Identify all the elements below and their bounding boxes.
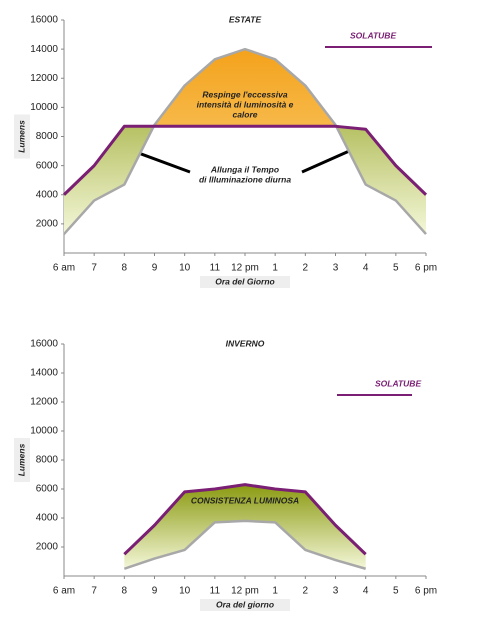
x-tick-label: 10 xyxy=(179,263,191,274)
y-tick-label: 4000 xyxy=(36,189,59,200)
y-tick-label: 8000 xyxy=(36,455,59,466)
y-tick-label: 16000 xyxy=(30,339,58,350)
y-tick-label: 4000 xyxy=(36,513,59,524)
x-tick-label: 3 xyxy=(333,586,339,597)
annotation: intensità di luminosità e xyxy=(197,99,294,109)
annotation: CONSISTENZA LUMINOSA xyxy=(191,495,299,505)
x-tick-label: 3 xyxy=(333,263,339,274)
series-line xyxy=(123,519,367,570)
x-tick-label: 2 xyxy=(303,586,309,597)
x-tick-label: 5 xyxy=(393,586,399,597)
y-tick-label: 6000 xyxy=(36,160,59,171)
y-label-box xyxy=(14,438,30,482)
x-label-box xyxy=(200,599,290,611)
x-axis-label: Ora del Giorno xyxy=(215,276,275,286)
annotation: Allunga il Tempo xyxy=(210,164,279,174)
annotation: di Illuminazione diurna xyxy=(199,174,291,184)
x-tick-label: 12 pm xyxy=(231,263,259,274)
y-tick-label: 6000 xyxy=(36,484,59,495)
y-label-box xyxy=(14,114,30,159)
chart-title: ESTATE xyxy=(229,14,262,24)
annotation: calore xyxy=(232,109,257,119)
y-tick-label: 12000 xyxy=(30,73,58,84)
y-axis-label: Lumens xyxy=(16,443,26,476)
y-tick-label: 2000 xyxy=(36,219,59,230)
x-tick-label: 6 pm xyxy=(415,263,437,274)
x-tick-label: 8 xyxy=(122,586,128,597)
y-tick-label: 12000 xyxy=(30,397,58,408)
x-tick-label: 9 xyxy=(152,263,158,274)
y-tick-label: 14000 xyxy=(30,44,58,55)
x-tick-label: 11 xyxy=(210,586,221,597)
gain-area xyxy=(124,484,366,569)
annotation: Respinge l'eccessiva xyxy=(202,89,287,99)
x-tick-label: 2 xyxy=(303,263,309,274)
legend-label: SOLATUBE xyxy=(350,30,396,40)
y-tick-label: 16000 xyxy=(30,15,58,26)
x-tick-label: 4 xyxy=(363,263,369,274)
y-tick-label: 14000 xyxy=(30,368,58,379)
series-line xyxy=(123,483,367,556)
x-tick-label: 1 xyxy=(272,586,278,597)
legend-label: SOLATUBE xyxy=(375,378,421,388)
x-tick-label: 6 am xyxy=(53,586,75,597)
x-tick-label: 7 xyxy=(91,586,97,597)
x-tick-label: 9 xyxy=(152,586,158,597)
x-tick-label: 1 xyxy=(272,263,278,274)
excess-area xyxy=(64,49,426,235)
y-tick-label: 2000 xyxy=(36,542,59,553)
x-tick-label: 6 am xyxy=(53,263,75,274)
x-axis-label: Ora del giorno xyxy=(216,599,274,609)
series-line xyxy=(63,47,427,235)
chart-title: INVERNO xyxy=(226,338,265,348)
pointer-line xyxy=(301,146,357,174)
x-tick-label: 10 xyxy=(179,586,191,597)
x-tick-label: 5 xyxy=(393,263,399,274)
x-tick-label: 8 xyxy=(122,263,128,274)
x-tick-label: 6 pm xyxy=(415,586,437,597)
x-tick-label: 4 xyxy=(363,586,369,597)
x-tick-label: 7 xyxy=(91,263,97,274)
x-tick-label: 12 pm xyxy=(231,586,259,597)
y-axis-label: Lumens xyxy=(16,120,26,153)
x-tick-label: 11 xyxy=(210,263,221,274)
y-tick-label: 10000 xyxy=(30,102,58,113)
x-label-box xyxy=(200,276,290,288)
y-tick-label: 8000 xyxy=(36,131,59,142)
y-tick-label: 10000 xyxy=(30,426,58,437)
series-line xyxy=(62,124,428,196)
gain-area xyxy=(64,49,426,235)
